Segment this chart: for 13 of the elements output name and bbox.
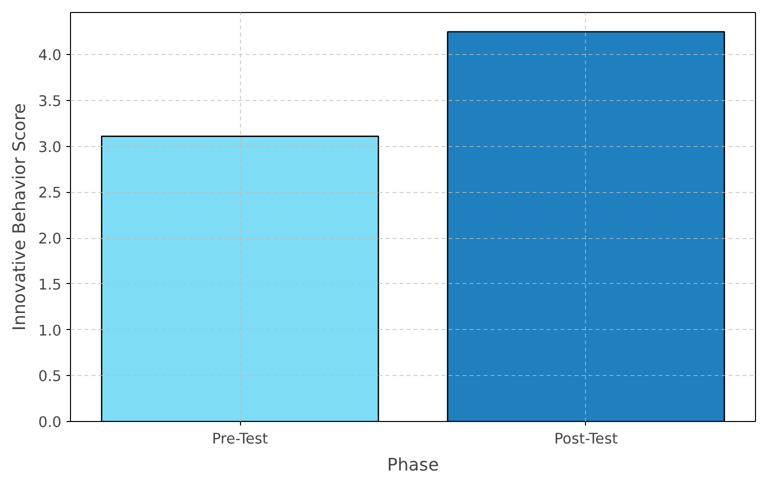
x-tick-label: Pre-Test	[212, 430, 268, 448]
y-tick-label: 3.5	[38, 93, 62, 110]
y-axis-title: Innovative Behavior Score	[10, 103, 30, 331]
y-tick-label: 1.0	[38, 322, 62, 340]
y-tick-label: 3.0	[38, 138, 62, 156]
y-tick-label: 2.5	[38, 184, 62, 202]
x-tick-label: Post-Test	[554, 430, 618, 448]
y-tick-label: 1.5	[38, 276, 62, 294]
y-tick-label: 0.0	[38, 414, 62, 431]
x-axis-title: Phase	[387, 456, 439, 476]
y-tick-label: 2.0	[38, 230, 62, 248]
y-tick-label: 0.5	[38, 368, 62, 386]
y-tick-label: 4.0	[38, 47, 62, 64]
